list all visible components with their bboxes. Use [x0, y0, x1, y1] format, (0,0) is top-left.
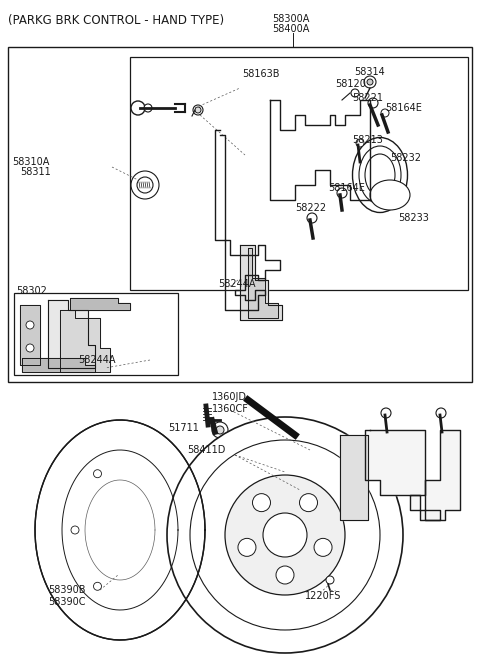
Circle shape [367, 79, 373, 85]
Text: (PARKG BRK CONTROL - HAND TYPE): (PARKG BRK CONTROL - HAND TYPE) [8, 14, 224, 27]
Text: 51711: 51711 [168, 423, 199, 433]
Text: 58120: 58120 [335, 79, 366, 89]
Circle shape [71, 526, 79, 534]
Text: 58213: 58213 [352, 135, 383, 145]
Circle shape [381, 109, 389, 117]
Text: 58221: 58221 [352, 93, 383, 103]
Text: 58232: 58232 [390, 153, 421, 163]
Text: 58222: 58222 [295, 203, 326, 213]
Circle shape [436, 408, 446, 418]
Text: 58244A: 58244A [218, 279, 255, 289]
Circle shape [337, 188, 347, 198]
Text: 58302: 58302 [16, 286, 47, 296]
Circle shape [137, 177, 153, 193]
Text: 58164E: 58164E [328, 183, 365, 193]
Circle shape [144, 104, 152, 112]
Text: 58300A: 58300A [272, 14, 310, 24]
Circle shape [212, 422, 228, 438]
Circle shape [300, 493, 317, 512]
Polygon shape [60, 310, 110, 372]
Bar [14, 293, 178, 375]
Circle shape [326, 576, 334, 584]
Text: 58311: 58311 [20, 167, 51, 177]
Ellipse shape [370, 180, 410, 210]
Wedge shape [120, 455, 207, 574]
Circle shape [314, 538, 332, 556]
Circle shape [26, 321, 34, 329]
Polygon shape [22, 358, 95, 372]
Circle shape [94, 470, 101, 478]
Circle shape [351, 89, 359, 97]
Circle shape [195, 107, 201, 113]
Text: 58411D: 58411D [187, 445, 226, 455]
Circle shape [307, 213, 317, 223]
Ellipse shape [352, 137, 408, 212]
Circle shape [238, 538, 256, 556]
Polygon shape [70, 298, 130, 310]
Circle shape [26, 344, 34, 352]
Polygon shape [240, 245, 282, 320]
Text: 58164E: 58164E [385, 103, 422, 113]
Text: 58244A: 58244A [78, 355, 116, 365]
Text: 58314: 58314 [354, 67, 385, 77]
Text: 1360CF: 1360CF [212, 404, 249, 414]
Text: 58163B: 58163B [242, 69, 279, 79]
Circle shape [190, 440, 380, 630]
Circle shape [276, 566, 294, 584]
Text: 58400A: 58400A [272, 24, 310, 34]
Ellipse shape [359, 146, 401, 204]
Bar [8, 47, 472, 382]
Polygon shape [20, 305, 40, 365]
Circle shape [193, 105, 203, 115]
Circle shape [364, 76, 376, 88]
Ellipse shape [365, 154, 395, 196]
Polygon shape [48, 300, 95, 368]
Bar [130, 57, 468, 290]
Text: 1220FS: 1220FS [305, 591, 341, 601]
Circle shape [368, 98, 378, 108]
Circle shape [167, 417, 403, 653]
Circle shape [94, 582, 101, 590]
Circle shape [356, 139, 364, 147]
Text: 58233: 58233 [398, 213, 429, 223]
Text: 58310A: 58310A [12, 157, 49, 167]
Circle shape [225, 475, 345, 595]
Circle shape [381, 408, 391, 418]
Circle shape [131, 171, 159, 199]
Text: 58390C: 58390C [48, 597, 85, 607]
Circle shape [131, 101, 145, 115]
Polygon shape [248, 248, 278, 318]
Circle shape [252, 493, 271, 512]
Polygon shape [365, 430, 460, 520]
Text: 1360JD: 1360JD [212, 392, 247, 402]
Circle shape [263, 513, 307, 557]
Polygon shape [340, 435, 368, 520]
Text: 58390B: 58390B [48, 585, 85, 595]
Circle shape [216, 426, 224, 434]
